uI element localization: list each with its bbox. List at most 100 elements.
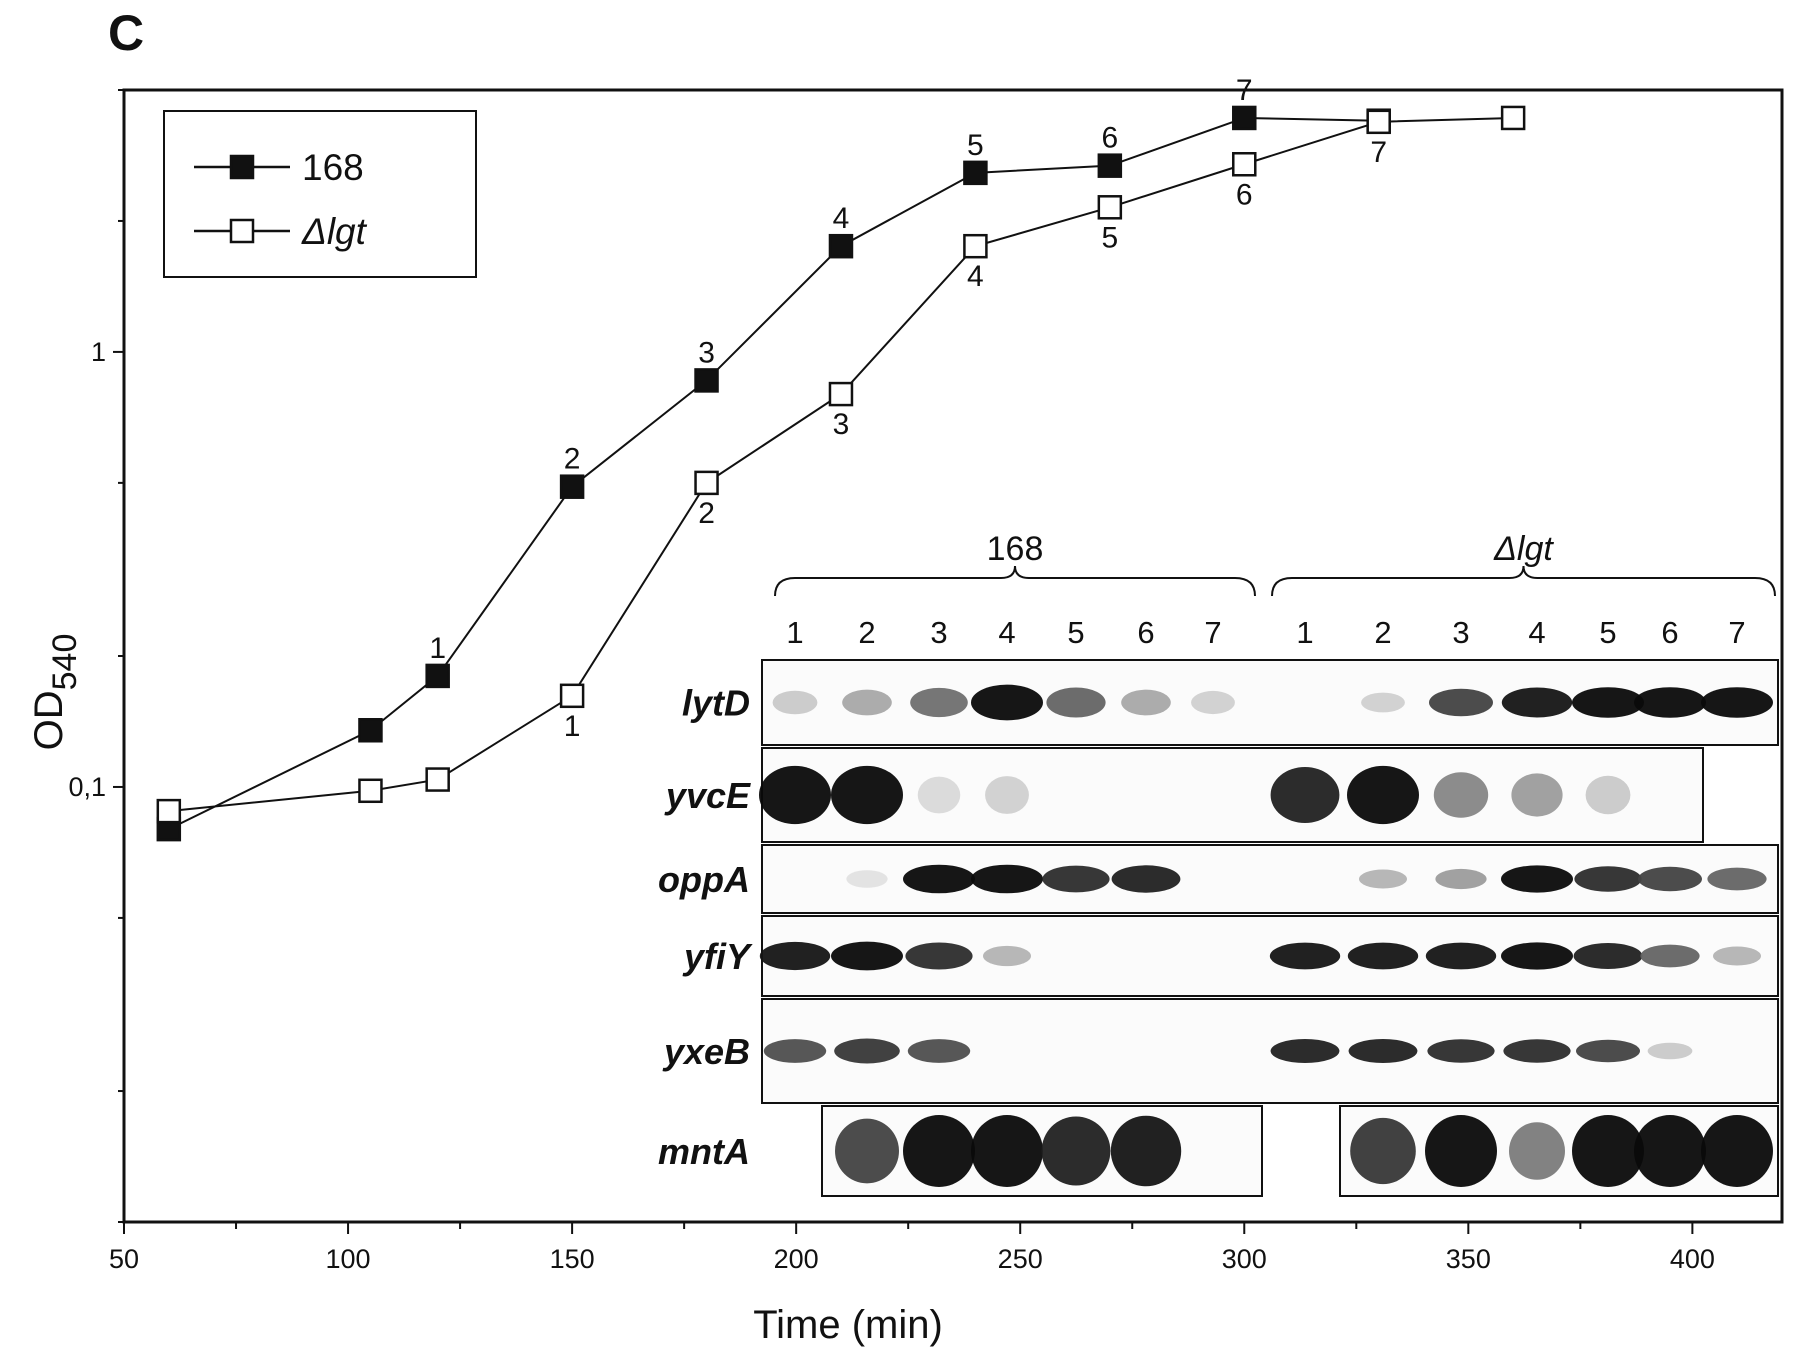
y-axis-title: OD540 bbox=[27, 634, 84, 751]
blot-band bbox=[971, 864, 1043, 894]
blot-row-yfiY: yfiY bbox=[682, 915, 1779, 997]
series-layer: 1 2 3 4 5 6 7 1 2 3 4 5 6 7 bbox=[156, 74, 1526, 842]
lane-number: 3 bbox=[1452, 615, 1469, 650]
data-point bbox=[828, 233, 854, 259]
svg-text:OD540: OD540 bbox=[27, 634, 84, 751]
blot-band bbox=[1042, 865, 1110, 893]
x-tick-label: 400 bbox=[1670, 1244, 1715, 1274]
point-label: 2 bbox=[698, 497, 715, 530]
series-dlgt: 1 2 3 4 5 6 7 bbox=[156, 105, 1526, 824]
x-tick-label: 50 bbox=[109, 1244, 139, 1274]
blot-band bbox=[1270, 767, 1340, 823]
lane-number: 6 bbox=[1137, 615, 1154, 650]
blot-band bbox=[1361, 692, 1405, 713]
lane-number: 2 bbox=[1374, 615, 1391, 650]
gene-label: lytD bbox=[682, 683, 750, 724]
x-tick-label: 200 bbox=[774, 1244, 819, 1274]
blot-band bbox=[1503, 1039, 1571, 1063]
blot-band bbox=[1041, 1116, 1111, 1186]
legend-item: 168 bbox=[194, 147, 364, 188]
data-point bbox=[1366, 109, 1391, 135]
data-point bbox=[1232, 152, 1257, 177]
data-point bbox=[425, 663, 450, 689]
blot-band bbox=[1348, 1039, 1418, 1063]
legend-label: Δlgt bbox=[301, 211, 368, 252]
blot-band bbox=[971, 684, 1043, 721]
blot-band bbox=[1501, 687, 1573, 718]
point-label: 1 bbox=[429, 632, 446, 665]
point-label: 5 bbox=[967, 129, 984, 162]
panel-letter: C bbox=[108, 5, 144, 61]
blot-band bbox=[1638, 866, 1702, 892]
point-label: 6 bbox=[1236, 178, 1253, 211]
lane-number: 1 bbox=[786, 615, 803, 650]
axes: 50 100 150 200 250 300 350 400 1 0,1 bbox=[68, 89, 1715, 1274]
group-label: Δlgt bbox=[1493, 530, 1554, 568]
blot-band bbox=[1347, 942, 1419, 970]
y-axis-title-main: OD bbox=[27, 690, 71, 750]
point-label: 1 bbox=[564, 710, 581, 743]
lane-number: 4 bbox=[998, 615, 1015, 650]
blot-band bbox=[1425, 942, 1497, 970]
blot-band bbox=[910, 687, 968, 718]
blot-band bbox=[1425, 1115, 1497, 1187]
blot-band bbox=[1701, 687, 1773, 718]
blot-band bbox=[1634, 687, 1706, 718]
blot-band bbox=[1501, 942, 1573, 970]
data-point bbox=[963, 160, 988, 186]
point-label: 7 bbox=[1236, 74, 1253, 107]
blot-band bbox=[1713, 946, 1761, 966]
x-tick-label: 350 bbox=[1446, 1244, 1491, 1274]
blot-band bbox=[971, 1115, 1043, 1187]
blot-band bbox=[903, 1115, 975, 1187]
x-axis-title: Time (min) bbox=[753, 1303, 943, 1347]
point-label: 2 bbox=[564, 443, 581, 476]
blot-band bbox=[1429, 688, 1493, 717]
blot-band bbox=[983, 945, 1031, 967]
lane-number: 4 bbox=[1528, 615, 1545, 650]
blot-band bbox=[1574, 866, 1642, 892]
point-label: 3 bbox=[833, 408, 850, 441]
legend-box bbox=[163, 110, 477, 278]
point-label: 3 bbox=[698, 336, 715, 369]
blot-band bbox=[1347, 765, 1419, 825]
lane-number: 6 bbox=[1661, 615, 1678, 650]
point-label: 5 bbox=[1101, 221, 1118, 254]
blot-band bbox=[1511, 773, 1563, 817]
blot-band bbox=[1576, 1039, 1640, 1063]
data-point bbox=[156, 798, 182, 824]
y-tick-label: 1 bbox=[91, 337, 106, 367]
x-tick-label: 300 bbox=[1222, 1244, 1267, 1274]
blot-band bbox=[1647, 1042, 1693, 1060]
data-point bbox=[1097, 153, 1123, 178]
point-label: 7 bbox=[1370, 136, 1387, 169]
blot-band bbox=[1572, 687, 1644, 718]
data-point bbox=[358, 718, 383, 743]
point-label: 4 bbox=[833, 202, 850, 235]
data-point bbox=[1097, 195, 1123, 220]
gene-label: yfiY bbox=[682, 936, 753, 977]
data-point bbox=[1232, 105, 1257, 131]
legend: 168 Δlgt bbox=[163, 110, 477, 278]
lane-number: 7 bbox=[1728, 615, 1745, 650]
blot-band bbox=[772, 690, 818, 715]
y-tick-label: 0,1 bbox=[68, 772, 106, 802]
x-tick-label: 250 bbox=[998, 1244, 1043, 1274]
group-brace bbox=[1271, 565, 1776, 597]
blot-band bbox=[1435, 868, 1487, 890]
data-point bbox=[963, 233, 988, 259]
blot-row-oppA: oppA bbox=[658, 844, 1779, 914]
data-point bbox=[694, 470, 719, 496]
blot-band bbox=[1359, 869, 1407, 889]
blot-row-yxeB: yxeB bbox=[662, 998, 1779, 1104]
lane-number: 5 bbox=[1067, 615, 1084, 650]
blot-band bbox=[842, 689, 892, 716]
blot-band bbox=[1640, 944, 1700, 968]
blot-band bbox=[1585, 775, 1631, 815]
blot-band bbox=[1046, 687, 1106, 718]
blot-row-mntA: mntA bbox=[658, 1105, 1779, 1197]
blot-band bbox=[1191, 690, 1235, 715]
blot-band bbox=[1572, 1115, 1644, 1187]
